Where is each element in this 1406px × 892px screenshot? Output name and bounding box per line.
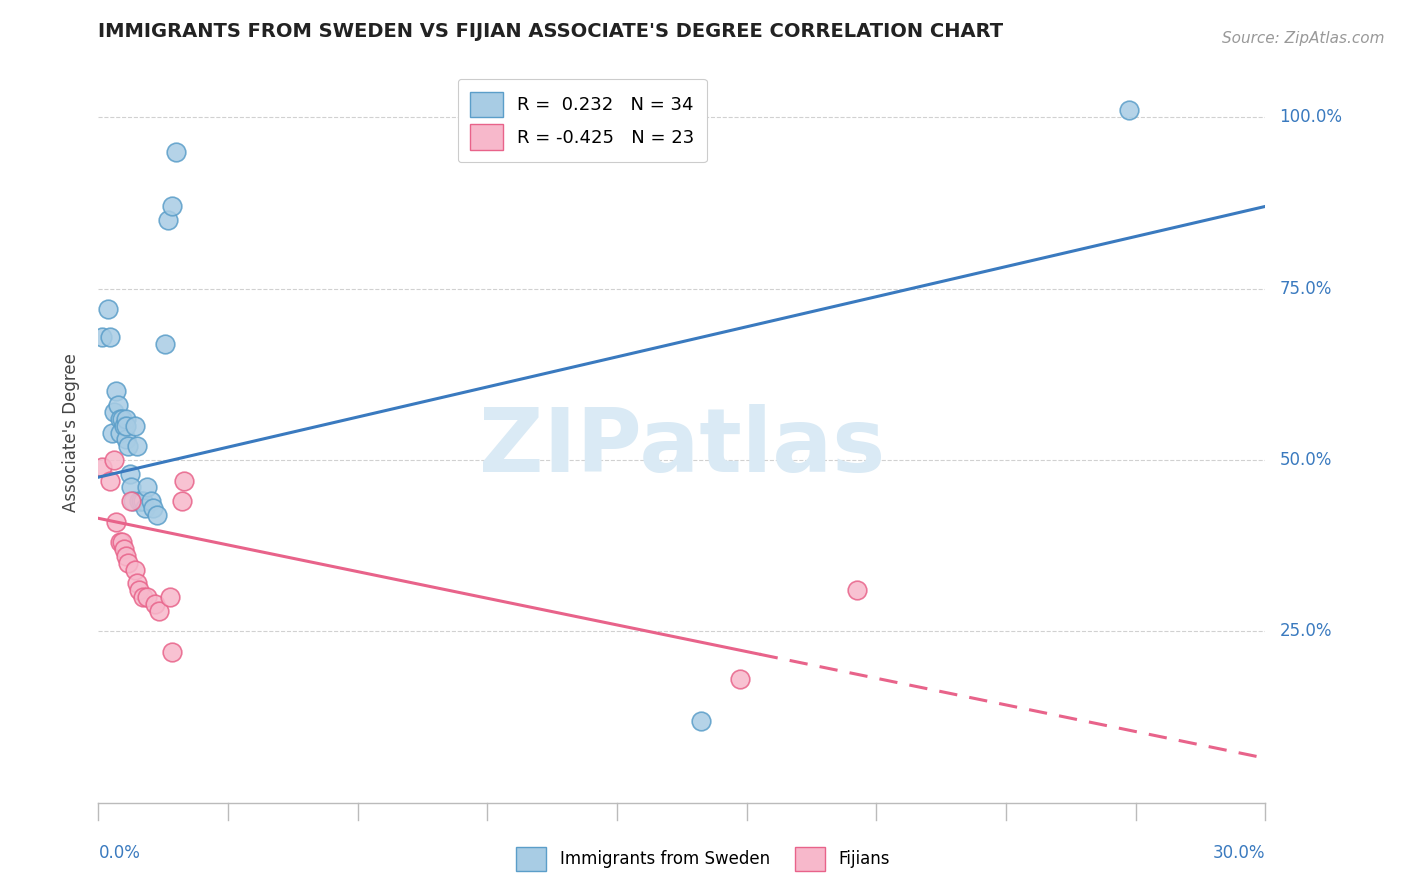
Text: 50.0%: 50.0% bbox=[1279, 451, 1331, 469]
Point bbox=[117, 556, 139, 570]
Point bbox=[114, 433, 136, 447]
Point bbox=[107, 398, 129, 412]
Point bbox=[114, 549, 136, 563]
Point bbox=[845, 583, 868, 598]
Point bbox=[153, 336, 176, 351]
Point bbox=[103, 453, 125, 467]
Point bbox=[146, 508, 169, 522]
Text: IMMIGRANTS FROM SWEDEN VS FIJIAN ASSOCIATE'S DEGREE CORRELATION CHART: IMMIGRANTS FROM SWEDEN VS FIJIAN ASSOCIA… bbox=[98, 22, 1004, 41]
Y-axis label: Associate's Degree: Associate's Degree bbox=[62, 353, 80, 512]
Point bbox=[162, 645, 184, 659]
Point bbox=[162, 199, 184, 213]
Point bbox=[97, 302, 120, 317]
Point bbox=[690, 714, 713, 728]
Text: 25.0%: 25.0% bbox=[1279, 623, 1331, 640]
Point bbox=[128, 494, 150, 508]
Point bbox=[127, 576, 149, 591]
Text: 0.0%: 0.0% bbox=[98, 844, 141, 862]
Point bbox=[115, 418, 138, 433]
Point bbox=[104, 515, 127, 529]
Point bbox=[112, 542, 135, 557]
Text: 100.0%: 100.0% bbox=[1279, 108, 1343, 127]
Point bbox=[98, 474, 121, 488]
Text: 30.0%: 30.0% bbox=[1213, 844, 1265, 862]
Point bbox=[165, 145, 187, 159]
Text: Source: ZipAtlas.com: Source: ZipAtlas.com bbox=[1222, 31, 1385, 46]
Point bbox=[122, 494, 145, 508]
Point bbox=[142, 501, 165, 516]
Point bbox=[139, 494, 162, 508]
Point bbox=[121, 480, 143, 494]
Point bbox=[134, 501, 156, 516]
Point bbox=[129, 494, 152, 508]
Point bbox=[108, 535, 131, 549]
Point bbox=[117, 439, 139, 453]
Point bbox=[104, 384, 127, 399]
Point bbox=[157, 213, 180, 227]
Point bbox=[143, 597, 166, 611]
Legend: Immigrants from Sweden, Fijians: Immigrants from Sweden, Fijians bbox=[508, 839, 898, 880]
Point bbox=[121, 494, 143, 508]
Point bbox=[111, 412, 134, 426]
Point bbox=[124, 418, 146, 433]
Point bbox=[112, 418, 135, 433]
Point bbox=[108, 425, 131, 440]
Point bbox=[132, 590, 155, 604]
Point bbox=[170, 494, 193, 508]
Point bbox=[101, 425, 124, 440]
Point bbox=[111, 535, 134, 549]
Point bbox=[124, 563, 146, 577]
Point bbox=[91, 329, 114, 343]
Point bbox=[136, 480, 159, 494]
Point bbox=[98, 329, 121, 343]
Point bbox=[173, 474, 195, 488]
Point bbox=[118, 467, 141, 481]
Point bbox=[159, 590, 181, 604]
Text: ZIPatlas: ZIPatlas bbox=[479, 404, 884, 491]
Point bbox=[91, 459, 114, 474]
Text: 75.0%: 75.0% bbox=[1279, 280, 1331, 298]
Point bbox=[114, 412, 136, 426]
Point bbox=[128, 583, 150, 598]
Point bbox=[108, 412, 131, 426]
Point bbox=[136, 590, 159, 604]
Legend: R =  0.232   N = 34, R = -0.425   N = 23: R = 0.232 N = 34, R = -0.425 N = 23 bbox=[457, 78, 707, 162]
Point bbox=[103, 405, 125, 419]
Point bbox=[132, 494, 155, 508]
Point bbox=[148, 604, 170, 618]
Point bbox=[1118, 103, 1140, 118]
Point bbox=[730, 673, 752, 687]
Point bbox=[127, 439, 149, 453]
